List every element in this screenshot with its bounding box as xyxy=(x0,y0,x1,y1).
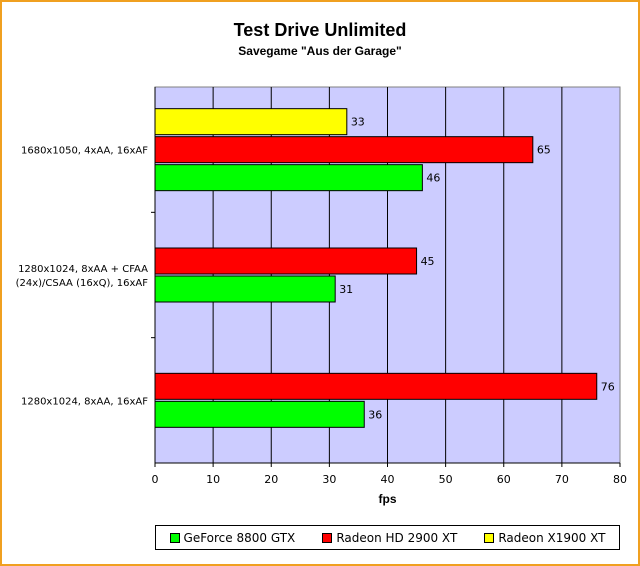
data-label: 36 xyxy=(368,408,382,421)
x-tick-label: 40 xyxy=(381,473,395,486)
data-label: 45 xyxy=(421,255,435,268)
bar xyxy=(154,275,336,303)
category-label: 1280x1024, 8xAA, 16xAF xyxy=(21,396,148,407)
chart-subtitle: Savegame "Aus der Garage" xyxy=(238,44,402,58)
legend-item: GeForce 8800 GTX xyxy=(169,530,296,545)
legend-swatch xyxy=(169,532,180,543)
x-tick-label: 80 xyxy=(613,473,627,486)
legend-item: Radeon HD 2900 XT xyxy=(322,531,457,545)
x-tick-label: 70 xyxy=(555,473,569,486)
x-tick-label: 0 xyxy=(152,473,159,486)
x-tick-label: 50 xyxy=(439,473,453,486)
chart-title: Test Drive Unlimited xyxy=(233,20,407,40)
x-tick-label: 60 xyxy=(497,473,511,486)
bar xyxy=(154,247,418,275)
legend-swatch xyxy=(484,532,495,543)
legend-swatch xyxy=(322,532,333,543)
x-tick-label: 20 xyxy=(264,473,278,486)
bar xyxy=(154,108,348,136)
category-label: 1280x1024, 8xAA + CFAA xyxy=(18,264,148,275)
legend-label: Radeon HD 2900 XT xyxy=(336,530,458,545)
legend-label: GeForce 8800 GTX xyxy=(183,530,296,545)
x-tick-label: 10 xyxy=(206,473,220,486)
x-tick-label: 30 xyxy=(322,473,336,486)
bar xyxy=(154,164,423,192)
legend-label: Radeon X1900 XT xyxy=(498,530,606,545)
data-label: 76 xyxy=(601,380,615,393)
data-label: 33 xyxy=(351,116,365,129)
bar xyxy=(154,400,365,428)
x-axis-label: fps xyxy=(379,492,397,506)
data-label: 46 xyxy=(426,172,440,185)
bar xyxy=(154,136,534,164)
category-label: (24x)/CSAA (16xQ), 16xAF xyxy=(16,278,149,289)
chart-legend: GeForce 8800 GTX Radeon HD 2900 XT Radeon … xyxy=(155,525,620,550)
data-label: 31 xyxy=(339,283,353,296)
bar xyxy=(154,372,598,400)
data-label: 65 xyxy=(537,144,551,157)
category-label: 1680x1050, 4xAA, 16xAF xyxy=(21,146,148,157)
legend-item: Radeon X1900 XT xyxy=(484,531,605,545)
